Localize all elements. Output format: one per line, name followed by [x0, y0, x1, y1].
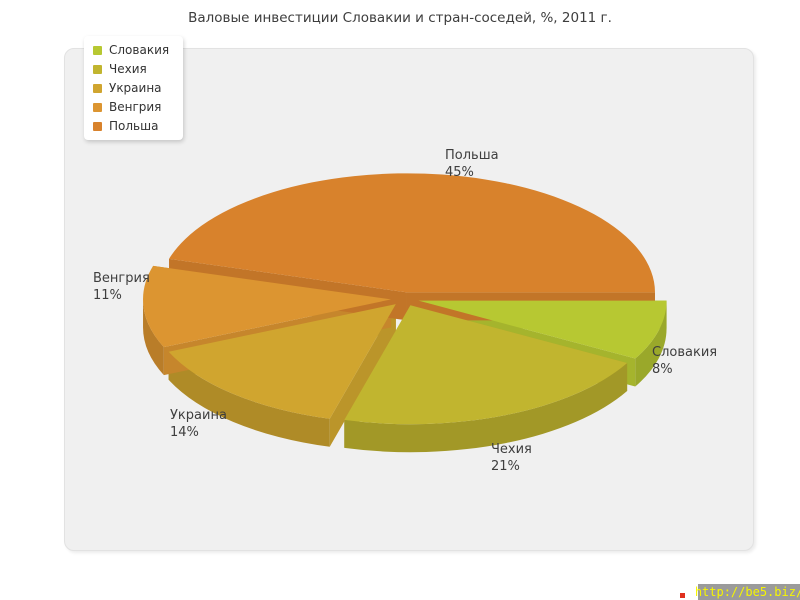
slice-label-2: Украина 14%	[170, 407, 227, 441]
pie-slice-4-top	[169, 173, 655, 293]
legend-swatch-icon	[93, 83, 102, 93]
watermark-badge: http://be5.biz/	[694, 584, 800, 600]
chart-title: Валовые инвестиции Словакии и стран-сосе…	[188, 10, 612, 26]
legend-item-1: Чехия	[93, 62, 169, 76]
pie-slice-0-outer-side	[635, 300, 667, 387]
legend-label: Венгрия	[109, 100, 162, 114]
legend-item-4: Польша	[93, 119, 169, 133]
legend-swatch-icon	[93, 45, 102, 55]
watermark-red-mark	[680, 593, 685, 598]
pie-slice-2-top	[168, 304, 396, 419]
legend: Словакия Чехия Украина Венгрия Польша	[84, 36, 184, 140]
slice-label-value: 14%	[170, 425, 199, 440]
legend-label: Украина	[109, 81, 162, 95]
pie-slice-2-cut-face	[329, 304, 396, 447]
legend-swatch-icon	[93, 121, 102, 131]
slice-label-name: Словакия	[652, 345, 718, 360]
slice-label-value: 8%	[652, 362, 673, 377]
pie-slice-0-top	[418, 300, 667, 359]
slice-label-value: 45%	[445, 165, 474, 180]
legend-item-2: Украина	[93, 81, 169, 95]
legend-swatch-icon	[93, 64, 102, 74]
pie-slice-3-outer-side	[143, 299, 164, 376]
legend-label: Польша	[109, 119, 159, 133]
slice-label-name: Венгрия	[93, 271, 150, 286]
pie-slice-1-top	[344, 305, 628, 425]
legend-item-0: Словакия	[93, 43, 169, 57]
slice-label-0: Словакия 8%	[652, 344, 717, 378]
legend-label: Чехия	[109, 62, 147, 76]
watermark-link[interactable]: http://be5.biz/	[694, 585, 800, 599]
legend-item-3: Венгрия	[93, 100, 169, 114]
legend-swatch-icon	[93, 102, 102, 112]
slice-label-4: Польша 45%	[445, 147, 499, 181]
slice-label-3: Венгрия 11%	[93, 270, 150, 304]
legend-label: Словакия	[109, 43, 170, 57]
slice-label-name: Украина	[170, 408, 227, 423]
slice-label-name: Чехия	[491, 442, 532, 457]
pie-slice-3-top	[143, 265, 392, 348]
slice-label-value: 11%	[93, 288, 122, 303]
slice-label-1: Чехия 21%	[491, 441, 532, 475]
slice-label-value: 21%	[491, 459, 520, 474]
pie-slice-2-outer-side	[168, 351, 330, 447]
pie-slice-1-outer-side	[344, 363, 628, 453]
slice-label-name: Польша	[445, 148, 499, 163]
